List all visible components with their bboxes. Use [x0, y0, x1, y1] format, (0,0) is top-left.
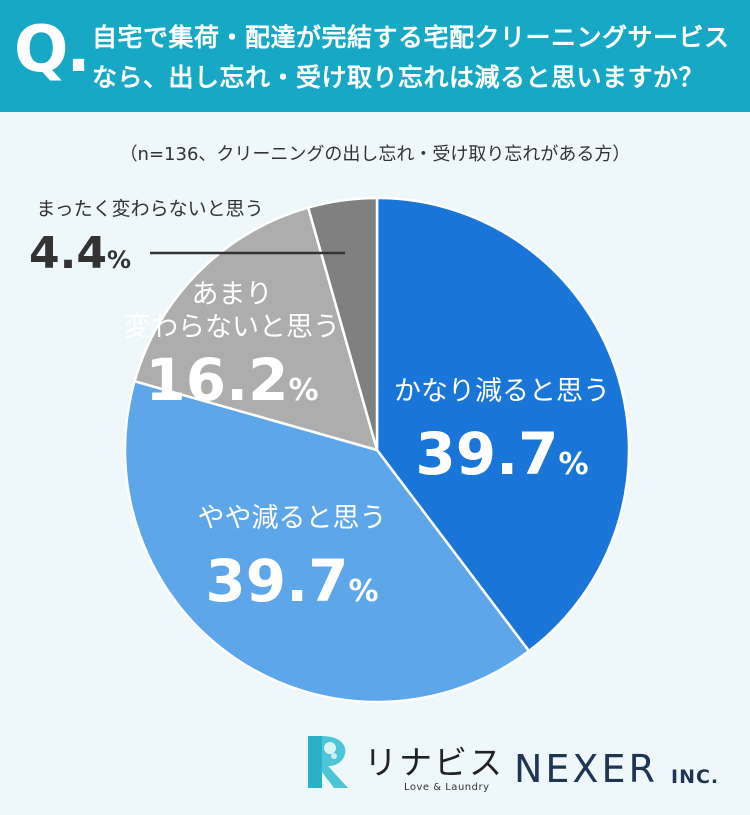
slice-label-4: まったく変わらないと思う [36, 198, 263, 220]
slice-label-1: かなり減ると思う [394, 376, 610, 407]
pie-slice-1 [375, 196, 631, 653]
rinabis-logo-icon [304, 734, 354, 794]
question-header: Q. 自宅で集荷・配達が完結する宅配クリーニングサービス なら、出し忘れ・受け取… [0, 0, 750, 112]
slice-value-1: 39.7% [415, 420, 588, 488]
slice-value-4: 4.4% [29, 228, 131, 279]
pie-slice-2 [123, 379, 531, 704]
rinabis-wordmark: リナビス [364, 743, 504, 782]
rinabis-tagline: Love & Laundry [404, 782, 490, 793]
question-mark: Q. [14, 13, 91, 87]
slice-label-3-line-1: あまり [192, 279, 273, 310]
nexer-wordmark: NEXER [514, 747, 658, 791]
pie-slice-4 [306, 196, 379, 451]
question-line-1: 自宅で集荷・配達が完結する宅配クリーニングサービス [92, 23, 730, 52]
slice-value-3: 16.2% [145, 346, 318, 414]
question-line-2: なら、出し忘れ・受け取り忘れは減ると思いますか？ [92, 63, 705, 92]
sample-note: （n=136、クリーニングの出し忘れ・受け取り忘れがある方） [119, 144, 631, 165]
pie-slice-3 [133, 206, 379, 452]
slice-label-2: やや減ると思う [198, 503, 387, 534]
slice-value-2: 39.7% [205, 547, 378, 615]
slice-label-3-line-2: 変わらないと思う [124, 312, 340, 343]
nexer-inc: INC. [671, 766, 720, 788]
